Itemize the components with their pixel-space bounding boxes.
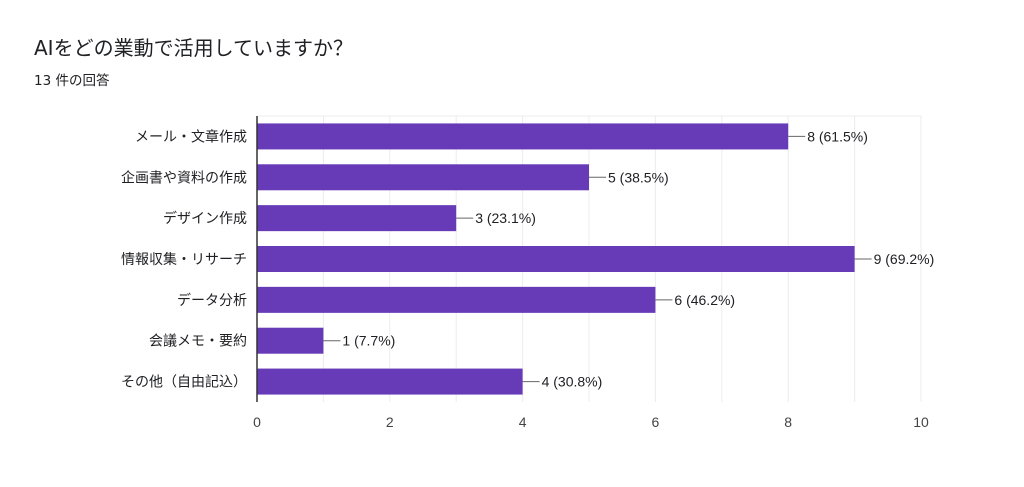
category-label: メール・文章作成 — [135, 128, 247, 144]
bar — [257, 327, 324, 354]
bar — [257, 123, 789, 150]
response-count: 13 件の回答 — [34, 73, 110, 89]
category-label: 情報収集・リサーチ — [121, 251, 247, 267]
data-label: 1 (7.7%) — [342, 333, 395, 349]
category-label: 会議メモ・要約 — [149, 333, 247, 349]
x-tick-label: 10 — [913, 414, 929, 430]
x-tick-label: 0 — [253, 414, 261, 430]
data-label: 6 (46.2%) — [674, 292, 735, 308]
data-label: 3 (23.1%) — [475, 210, 536, 226]
category-label: その他（自由記込） — [121, 374, 247, 390]
bar — [257, 286, 656, 313]
x-tick-label: 2 — [386, 414, 394, 430]
x-tick-label: 6 — [652, 414, 660, 430]
x-tick-label: 4 — [519, 414, 527, 430]
category-label: データ分析 — [177, 292, 247, 308]
bar — [257, 246, 855, 272]
bar — [257, 164, 589, 191]
bar — [257, 205, 457, 232]
data-label: 8 (61.5%) — [807, 128, 868, 144]
category-label: デザイン作成 — [163, 210, 247, 226]
data-label: 4 (30.8%) — [542, 374, 603, 390]
data-label: 5 (38.5%) — [608, 169, 669, 185]
bar — [257, 368, 523, 395]
chart-title: AIをどの業動で活用していますか？ — [34, 36, 353, 60]
x-tick-label: 8 — [784, 414, 792, 430]
data-label: 9 (69.2%) — [874, 251, 935, 267]
category-label: 企画書や資料の作成 — [121, 169, 247, 185]
